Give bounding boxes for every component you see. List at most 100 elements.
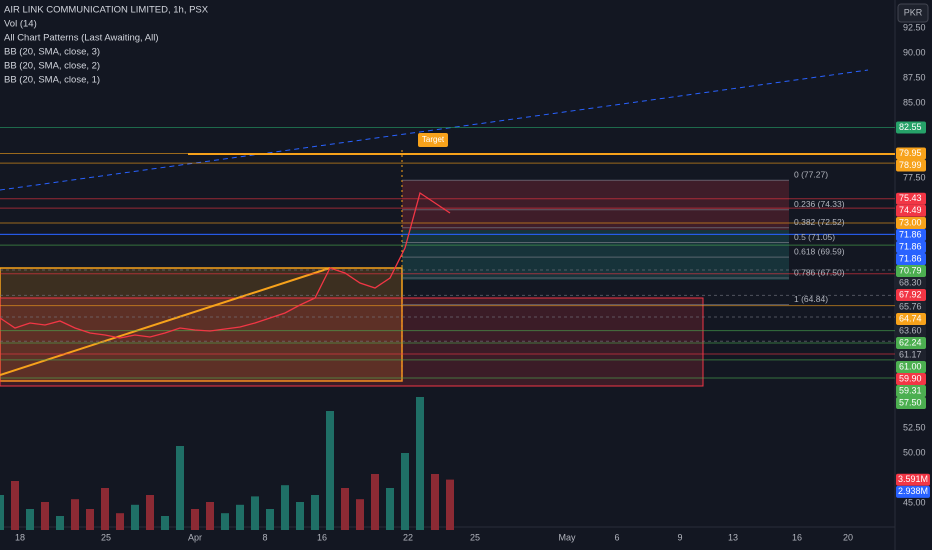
volume-bar	[341, 488, 349, 530]
price-label-bg	[896, 192, 926, 205]
price-label: 70.79	[899, 265, 922, 275]
time-label: May	[558, 532, 576, 542]
fib-zone-lower	[402, 230, 789, 280]
time-label: 8	[262, 532, 267, 542]
volume-bar	[161, 516, 169, 530]
time-label: 16	[792, 532, 802, 542]
price-label: 57.50	[899, 397, 922, 407]
price-label: 67.92	[899, 289, 922, 299]
price-label-bg	[896, 147, 926, 160]
currency-button[interactable]	[897, 3, 929, 23]
volume-bar	[251, 496, 259, 530]
price-tick-label: 77.50	[903, 172, 926, 182]
volume-bar	[311, 495, 319, 530]
volume-bar	[0, 495, 4, 530]
price-label-bg	[896, 265, 926, 277]
volume-bar	[206, 502, 214, 530]
price-label-bg	[896, 241, 926, 253]
currency-text: PKR	[904, 7, 923, 17]
price-label-bg	[896, 349, 926, 361]
legend-line: BB (20, SMA, close, 2)	[4, 61, 100, 72]
price-label-bg	[896, 325, 926, 337]
volume-bar	[326, 411, 334, 530]
volume-bar	[296, 502, 304, 530]
price-label-bg	[896, 337, 926, 349]
price-label-bg	[896, 301, 926, 313]
price-label-bg	[896, 385, 926, 397]
time-label: Apr	[188, 532, 202, 542]
price-label: 59.90	[899, 373, 922, 383]
price-label-bg	[896, 217, 926, 229]
fib-label: 0.5 (71.05)	[794, 232, 835, 242]
price-label: 61.00	[899, 361, 922, 371]
volume-bar	[266, 509, 274, 530]
price-label: 71.86	[899, 241, 922, 251]
fib-label: 1 (64.84)	[794, 294, 828, 304]
volume-bar	[401, 453, 409, 530]
range-box	[0, 297, 704, 387]
price-tick-label: 92.50	[903, 22, 926, 32]
price-label: 73.00	[899, 217, 922, 227]
price-label-bg	[896, 121, 926, 134]
volume-bar	[416, 397, 424, 530]
volume-bar	[446, 479, 454, 530]
time-label: 13	[728, 532, 738, 542]
time-label: 20	[843, 532, 853, 542]
time-label: 18	[15, 532, 25, 542]
volume-label: 3.591M	[898, 474, 928, 484]
volume-bar	[431, 474, 439, 530]
legend-line: BB (20, SMA, close, 1)	[4, 75, 100, 86]
volume-bar	[11, 481, 19, 530]
target-badge	[418, 133, 448, 147]
volume-bar	[56, 516, 64, 530]
fib-label: 0.382 (72.52)	[794, 217, 845, 227]
trend-line	[0, 69, 869, 191]
price-label: 74.49	[899, 205, 922, 215]
price-label-bg	[896, 159, 926, 172]
volume-bar	[131, 504, 139, 530]
time-label: 16	[317, 532, 327, 542]
legend-line: Vol (14)	[4, 19, 37, 30]
volume-bar	[101, 488, 109, 530]
volume-bar	[86, 509, 94, 530]
time-label: 9	[677, 532, 682, 542]
volume-bar	[71, 499, 79, 530]
price-label: 61.17	[899, 349, 922, 359]
volume-bar	[191, 509, 199, 530]
price-label: 63.60	[899, 325, 922, 335]
volume-bar	[116, 513, 124, 530]
fib-label: 0.786 (67.50)	[794, 267, 845, 277]
price-tick-label: 50.00	[903, 447, 926, 457]
fib-label: 0.618 (69.59)	[794, 246, 845, 256]
price-tick-label: 45.00	[903, 497, 926, 507]
price-label: 82.55	[899, 122, 922, 132]
volume-bar	[26, 509, 34, 530]
price-label: 78.99	[899, 160, 922, 170]
volume-label: 2.938M	[898, 486, 928, 496]
price-label: 68.30	[899, 277, 922, 287]
time-label: 22	[403, 532, 413, 542]
volume-bar	[386, 488, 394, 530]
legend-line: All Chart Patterns (Last Awaiting, All)	[4, 33, 159, 44]
volume-label-bg	[896, 485, 930, 498]
price-label: 79.95	[899, 148, 922, 158]
volume-bar	[176, 446, 184, 530]
price-label: 64.74	[899, 313, 922, 323]
price-label: 62.24	[899, 337, 922, 347]
volume-bar	[41, 502, 49, 530]
price-label-bg	[896, 361, 926, 373]
pattern-line	[0, 267, 331, 376]
volume-bar	[146, 495, 154, 530]
price-label-bg	[896, 373, 926, 385]
price-label-bg	[896, 397, 926, 409]
price-label-bg	[896, 253, 926, 265]
price-tick-label: 90.00	[903, 47, 926, 57]
price-label-bg	[896, 277, 926, 289]
price-label: 65.76	[899, 301, 922, 311]
legend-line: AIR LINK COMMUNICATION LIMITED, 1h, PSX	[4, 5, 209, 16]
volume-bar	[281, 485, 289, 530]
volume-label-bg	[896, 473, 930, 486]
